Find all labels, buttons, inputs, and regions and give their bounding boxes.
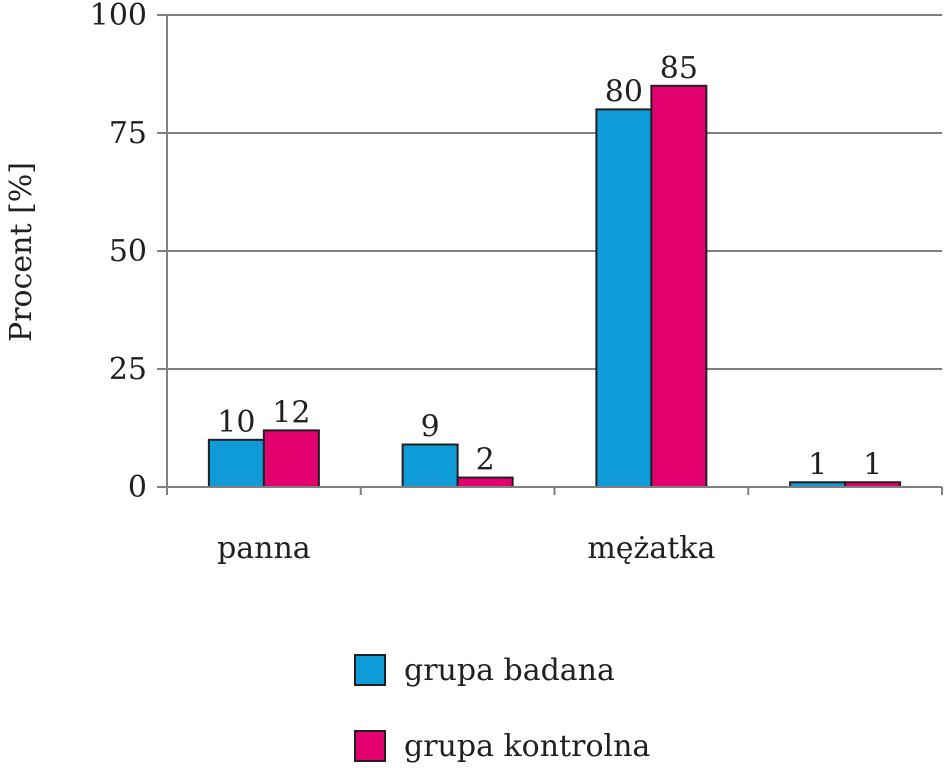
- data-label-badana-1: 9: [421, 410, 440, 445]
- legend-swatch-0: [354, 654, 386, 686]
- data-label-kontrolna-3: 1: [863, 447, 882, 482]
- y-tick-label-0: 0: [128, 470, 147, 505]
- data-label-kontrolna-2: 85: [660, 51, 698, 86]
- axes: [157, 14, 943, 495]
- legend-label-0: grupa badana: [404, 653, 615, 688]
- y-axis-title: Procent [%]: [4, 162, 39, 342]
- y-tick-labels: 0 25 50 75 100: [90, 0, 147, 505]
- data-label-badana-3: 1: [808, 447, 827, 482]
- grid-lines: [167, 14, 942, 370]
- data-labels: 10 12 9 2 80 85 1 1: [217, 51, 882, 482]
- bar-kontrolna-0: [262, 429, 320, 488]
- legend-label-1: grupa kontrolna: [404, 729, 650, 764]
- bars: [207, 84, 902, 489]
- y-tick-label-75: 75: [109, 116, 147, 151]
- category-label-0: panna: [217, 531, 311, 566]
- legend: grupa badana grupa kontrolna: [354, 653, 650, 764]
- data-label-kontrolna-0: 12: [272, 395, 310, 430]
- data-label-badana-2: 80: [605, 74, 643, 109]
- legend-swatch-1: [354, 730, 386, 762]
- category-labels: panna mężatka: [217, 531, 715, 566]
- y-tick-label-25: 25: [109, 352, 147, 387]
- data-label-badana-0: 10: [217, 405, 255, 440]
- bar-badana-1: [401, 443, 459, 488]
- bar-kontrolna-2: [650, 84, 708, 489]
- y-tick-label-50: 50: [109, 234, 147, 269]
- data-label-kontrolna-1: 2: [476, 443, 495, 478]
- bar-kontrolna-1: [456, 476, 514, 488]
- y-tick-label-100: 100: [90, 0, 147, 33]
- bar-badana-0: [207, 438, 265, 488]
- category-label-2: mężatka: [587, 531, 715, 566]
- bar-badana-2: [595, 108, 653, 489]
